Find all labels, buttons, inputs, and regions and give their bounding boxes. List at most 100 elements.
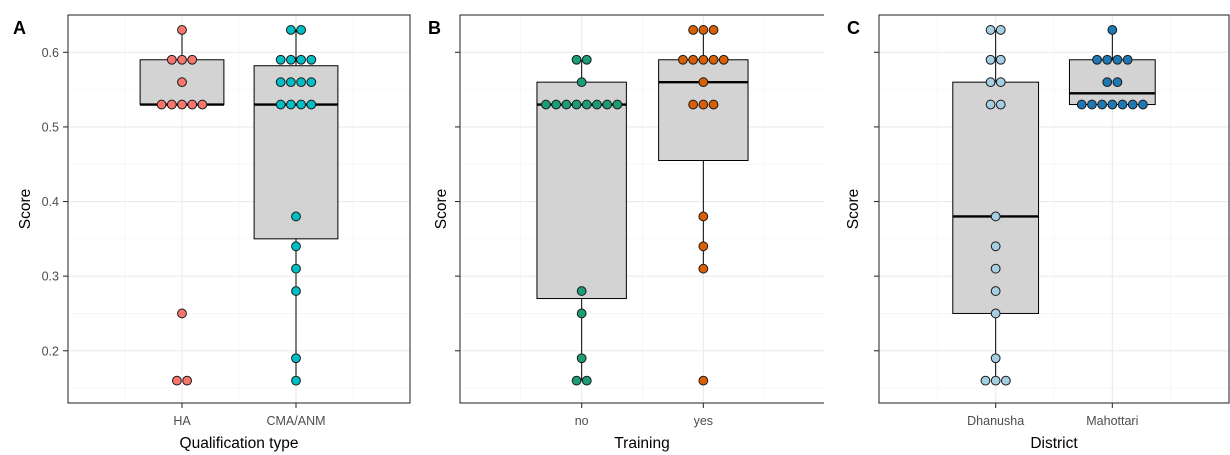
data-point — [571, 54, 582, 65]
x-axis: HA CMA/ANM — [173, 403, 326, 428]
x-axis-title: Qualification type — [180, 435, 299, 452]
x-axis: no yes — [575, 403, 713, 428]
data-point — [166, 54, 177, 65]
panel-b: B no yes Training Score — [412, 0, 824, 455]
data-point — [1112, 54, 1123, 65]
data-point — [698, 25, 709, 35]
data-point — [286, 54, 296, 65]
box-dhanusha — [952, 81, 1040, 314]
data-point — [698, 263, 709, 274]
panel-label: B — [428, 18, 441, 38]
data-point — [985, 77, 996, 88]
data-point — [1000, 375, 1011, 386]
data-point — [581, 375, 592, 386]
y-axis-title: Score — [17, 189, 34, 230]
x-tick-label: Mahottari — [1086, 414, 1138, 428]
box-cma-anm — [253, 65, 339, 240]
data-point — [1107, 99, 1118, 110]
grid — [879, 14, 1229, 403]
data-point — [561, 99, 572, 110]
boxes — [536, 29, 749, 381]
x-axis: Dhanusha Mahottari — [967, 403, 1138, 428]
plot-frame — [459, 14, 824, 404]
y-axis-title: Score — [845, 189, 862, 230]
data-point — [592, 99, 602, 110]
data-point — [296, 77, 307, 88]
data-point — [576, 308, 587, 319]
points — [980, 25, 1148, 386]
data-point — [678, 54, 688, 65]
data-point — [995, 77, 1006, 88]
data-point — [296, 54, 307, 65]
panel-c-svg: C Dhanusha Mahottari District Score — [845, 14, 1230, 452]
data-point — [306, 99, 317, 110]
data-point — [581, 99, 592, 110]
y-axis-title: Score — [433, 189, 450, 230]
data-point — [166, 99, 177, 110]
data-point — [612, 99, 623, 110]
data-point — [1122, 54, 1133, 65]
data-point — [990, 353, 1001, 364]
data-point — [177, 54, 187, 65]
data-point — [291, 263, 301, 274]
data-point — [291, 241, 301, 252]
data-point — [156, 99, 167, 110]
boxes — [952, 29, 1156, 381]
x-axis-title: Training — [614, 435, 669, 452]
data-point — [1107, 25, 1118, 35]
data-point — [286, 77, 296, 88]
data-point — [291, 353, 301, 364]
data-point — [980, 375, 991, 386]
points — [156, 25, 317, 386]
y-tick-label: 0.2 — [42, 344, 59, 358]
x-axis-title: District — [1030, 435, 1078, 452]
data-point — [275, 99, 286, 110]
points — [541, 25, 729, 386]
x-tick-label: yes — [694, 414, 713, 428]
y-tick-label: 0.4 — [42, 195, 59, 209]
data-point — [291, 375, 301, 386]
data-point — [698, 99, 709, 110]
data-point — [576, 77, 587, 88]
data-point — [581, 54, 592, 65]
data-point — [1092, 54, 1102, 65]
data-point — [177, 25, 187, 35]
data-point — [708, 99, 719, 110]
data-point — [275, 77, 286, 88]
data-point — [688, 25, 699, 35]
panel-a-svg: A 0.2 0.3 0.4 0.5 0.6 HA CMA/ANM Qualificatio… — [13, 14, 411, 452]
data-point — [990, 375, 1001, 386]
data-point — [177, 308, 187, 319]
data-point — [990, 263, 1001, 274]
data-point — [1087, 99, 1097, 110]
data-point — [985, 25, 996, 35]
x-tick-label: no — [575, 414, 589, 428]
data-point — [990, 286, 1001, 296]
data-point — [296, 25, 307, 35]
data-point — [1117, 99, 1128, 110]
grid — [460, 14, 824, 403]
data-point — [708, 54, 719, 65]
box-yes — [658, 59, 749, 161]
data-point — [291, 286, 301, 296]
data-point — [602, 99, 613, 110]
data-point — [1102, 77, 1113, 88]
data-point — [995, 54, 1006, 65]
data-point — [990, 308, 1001, 319]
data-point — [286, 25, 296, 35]
data-point — [306, 77, 317, 88]
y-tick-label: 0.6 — [42, 46, 59, 60]
panel-a: A 0.2 0.3 0.4 0.5 0.6 HA CMA/ANM Qualificatio… — [0, 0, 412, 455]
box-mahottari — [1068, 59, 1156, 106]
data-point — [306, 54, 317, 65]
data-point — [698, 375, 709, 386]
data-point — [698, 54, 709, 65]
data-point — [541, 99, 551, 110]
data-point — [187, 54, 198, 65]
data-point — [571, 99, 582, 110]
data-point — [576, 286, 587, 296]
grid — [68, 14, 410, 403]
y-axis — [874, 51, 879, 352]
data-point — [286, 99, 296, 110]
